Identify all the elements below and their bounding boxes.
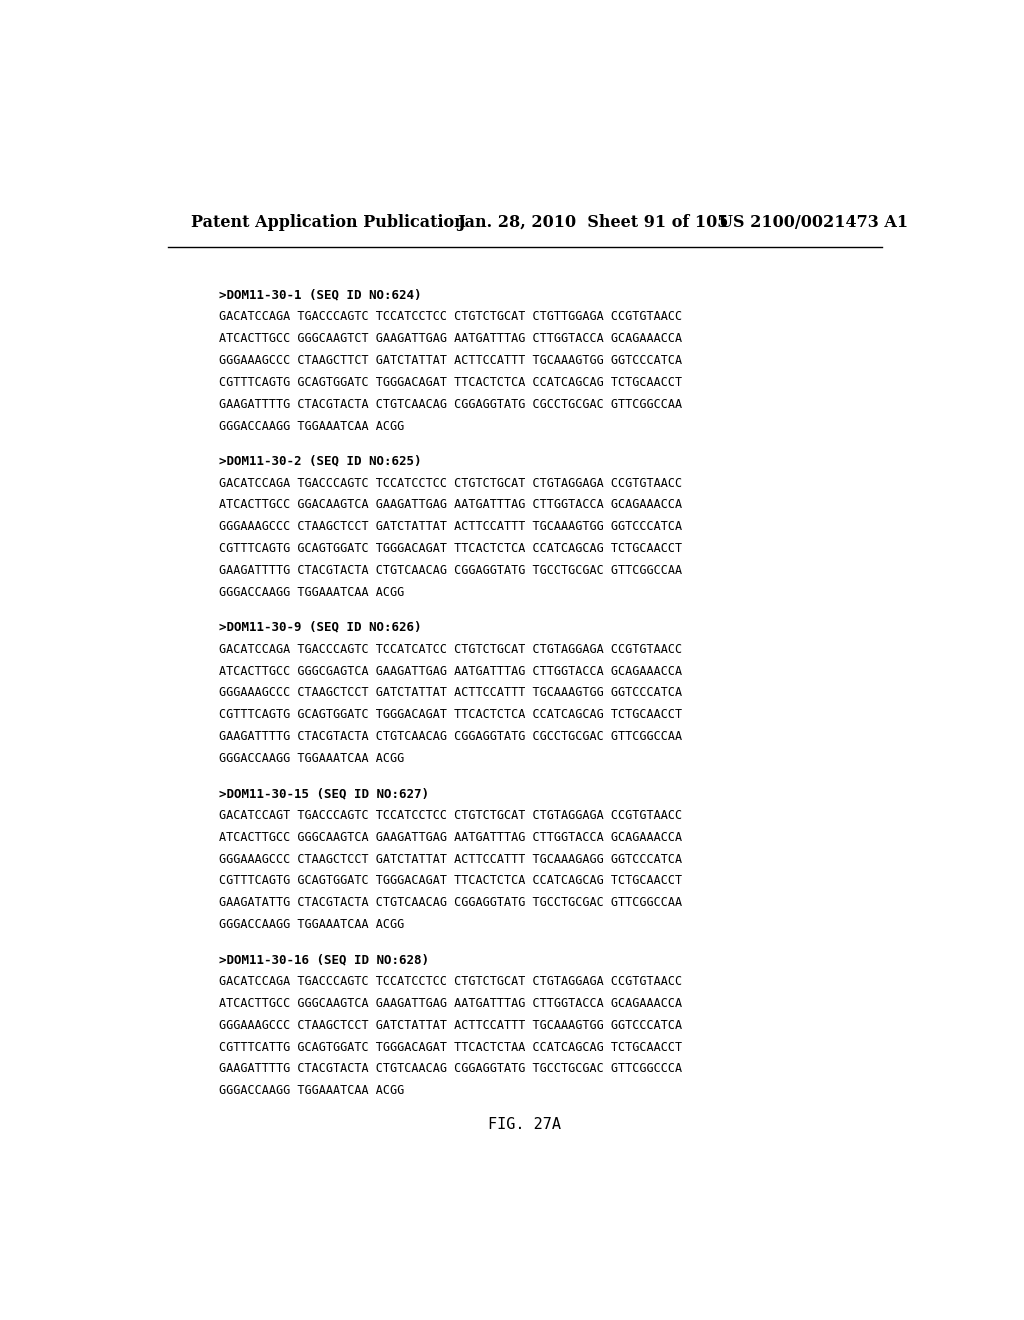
Text: GGGACCAAGG TGGAAATCAA ACGG: GGGACCAAGG TGGAAATCAA ACGG bbox=[219, 1084, 404, 1097]
Text: GAAGATTTTG CTACGTACTA CTGTCAACAG CGGAGGTATG CGCCTGCGAC GTTCGGCCAA: GAAGATTTTG CTACGTACTA CTGTCAACAG CGGAGGT… bbox=[219, 730, 682, 743]
Text: US 2100/0021473 A1: US 2100/0021473 A1 bbox=[719, 214, 908, 231]
Text: ATCACTTGCC GGGCGAGTCA GAAGATTGAG AATGATTTAG CTTGGTACCA GCAGAAACCA: ATCACTTGCC GGGCGAGTCA GAAGATTGAG AATGATT… bbox=[219, 664, 682, 677]
Text: GACATCCAGA TGACCCAGTC TCCATCCTCC CTGTCTGCAT CTGTAGGAGA CCGTGTAACC: GACATCCAGA TGACCCAGTC TCCATCCTCC CTGTCTG… bbox=[219, 975, 682, 989]
Text: GGGAAAGCCC CTAAGCTCCT GATCTATTAT ACTTCCATTT TGCAAAGTGG GGTCCCATCA: GGGAAAGCCC CTAAGCTCCT GATCTATTAT ACTTCCA… bbox=[219, 1019, 682, 1032]
Text: >DOM11-30-2 (SEQ ID NO:625): >DOM11-30-2 (SEQ ID NO:625) bbox=[219, 454, 422, 467]
Text: GAAGATTTTG CTACGTACTA CTGTCAACAG CGGAGGTATG TGCCTGCGAC GTTCGGCCCA: GAAGATTTTG CTACGTACTA CTGTCAACAG CGGAGGT… bbox=[219, 1063, 682, 1076]
Text: >DOM11-30-1 (SEQ ID NO:624): >DOM11-30-1 (SEQ ID NO:624) bbox=[219, 289, 422, 301]
Text: Jan. 28, 2010  Sheet 91 of 105: Jan. 28, 2010 Sheet 91 of 105 bbox=[458, 214, 729, 231]
Text: ATCACTTGCC GGACAAGTCA GAAGATTGAG AATGATTTAG CTTGGTACCA GCAGAAACCA: ATCACTTGCC GGACAAGTCA GAAGATTGAG AATGATT… bbox=[219, 499, 682, 511]
Text: GAAGATTTTG CTACGTACTA CTGTCAACAG CGGAGGTATG TGCCTGCGAC GTTCGGCCAA: GAAGATTTTG CTACGTACTA CTGTCAACAG CGGAGGT… bbox=[219, 564, 682, 577]
Text: GGGAAAGCCC CTAAGCTCCT GATCTATTAT ACTTCCATTT TGCAAAGTGG GGTCCCATCA: GGGAAAGCCC CTAAGCTCCT GATCTATTAT ACTTCCA… bbox=[219, 686, 682, 700]
Text: >DOM11-30-15 (SEQ ID NO:627): >DOM11-30-15 (SEQ ID NO:627) bbox=[219, 787, 429, 800]
Text: CGTTTCAGTG GCAGTGGATC TGGGACAGAT TTCACTCTCA CCATCAGCAG TCTGCAACCT: CGTTTCAGTG GCAGTGGATC TGGGACAGAT TTCACTC… bbox=[219, 874, 682, 887]
Text: Patent Application Publication: Patent Application Publication bbox=[191, 214, 466, 231]
Text: ATCACTTGCC GGGCAAGTCA GAAGATTGAG AATGATTTAG CTTGGTACCA GCAGAAACCA: ATCACTTGCC GGGCAAGTCA GAAGATTGAG AATGATT… bbox=[219, 997, 682, 1010]
Text: >DOM11-30-9 (SEQ ID NO:626): >DOM11-30-9 (SEQ ID NO:626) bbox=[219, 620, 422, 634]
Text: GGGACCAAGG TGGAAATCAA ACGG: GGGACCAAGG TGGAAATCAA ACGG bbox=[219, 752, 404, 766]
Text: GAAGATTTTG CTACGTACTA CTGTCAACAG CGGAGGTATG CGCCTGCGAC GTTCGGCCAA: GAAGATTTTG CTACGTACTA CTGTCAACAG CGGAGGT… bbox=[219, 397, 682, 411]
Text: GAAGATATTG CTACGTACTA CTGTCAACAG CGGAGGTATG TGCCTGCGAC GTTCGGCCAA: GAAGATATTG CTACGTACTA CTGTCAACAG CGGAGGT… bbox=[219, 896, 682, 909]
Text: >DOM11-30-16 (SEQ ID NO:628): >DOM11-30-16 (SEQ ID NO:628) bbox=[219, 953, 429, 966]
Text: CGTTTCAGTG GCAGTGGATC TGGGACAGAT TTCACTCTCA CCATCAGCAG TCTGCAACCT: CGTTTCAGTG GCAGTGGATC TGGGACAGAT TTCACTC… bbox=[219, 543, 682, 556]
Text: CGTTTCATTG GCAGTGGATC TGGGACAGAT TTCACTCTAA CCATCAGCAG TCTGCAACCT: CGTTTCATTG GCAGTGGATC TGGGACAGAT TTCACTC… bbox=[219, 1040, 682, 1053]
Text: GACATCCAGA TGACCCAGTC TCCATCCTCC CTGTCTGCAT CTGTTGGAGA CCGTGTAACC: GACATCCAGA TGACCCAGTC TCCATCCTCC CTGTCTG… bbox=[219, 310, 682, 323]
Text: GACATCCAGA TGACCCAGTC TCCATCATCC CTGTCTGCAT CTGTAGGAGA CCGTGTAACC: GACATCCAGA TGACCCAGTC TCCATCATCC CTGTCTG… bbox=[219, 643, 682, 656]
Text: CGTTTCAGTG GCAGTGGATC TGGGACAGAT TTCACTCTCA CCATCAGCAG TCTGCAACCT: CGTTTCAGTG GCAGTGGATC TGGGACAGAT TTCACTC… bbox=[219, 709, 682, 721]
Text: GGGACCAAGG TGGAAATCAA ACGG: GGGACCAAGG TGGAAATCAA ACGG bbox=[219, 919, 404, 931]
Text: GGGACCAAGG TGGAAATCAA ACGG: GGGACCAAGG TGGAAATCAA ACGG bbox=[219, 420, 404, 433]
Text: ATCACTTGCC GGGCAAGTCA GAAGATTGAG AATGATTTAG CTTGGTACCA GCAGAAACCA: ATCACTTGCC GGGCAAGTCA GAAGATTGAG AATGATT… bbox=[219, 830, 682, 843]
Text: FIG. 27A: FIG. 27A bbox=[488, 1117, 561, 1133]
Text: GGGAAAGCCC CTAAGCTTCT GATCTATTAT ACTTCCATTT TGCAAAGTGG GGTCCCATCA: GGGAAAGCCC CTAAGCTTCT GATCTATTAT ACTTCCA… bbox=[219, 354, 682, 367]
Text: GGGAAAGCCC CTAAGCTCCT GATCTATTAT ACTTCCATTT TGCAAAGAGG GGTCCCATCA: GGGAAAGCCC CTAAGCTCCT GATCTATTAT ACTTCCA… bbox=[219, 853, 682, 866]
Text: GGGAAAGCCC CTAAGCTCCT GATCTATTAT ACTTCCATTT TGCAAAGTGG GGTCCCATCA: GGGAAAGCCC CTAAGCTCCT GATCTATTAT ACTTCCA… bbox=[219, 520, 682, 533]
Text: ATCACTTGCC GGGCAAGTCT GAAGATTGAG AATGATTTAG CTTGGTACCA GCAGAAACCA: ATCACTTGCC GGGCAAGTCT GAAGATTGAG AATGATT… bbox=[219, 333, 682, 346]
Text: GACATCCAGA TGACCCAGTC TCCATCCTCC CTGTCTGCAT CTGTAGGAGA CCGTGTAACC: GACATCCAGA TGACCCAGTC TCCATCCTCC CTGTCTG… bbox=[219, 477, 682, 490]
Text: CGTTTCAGTG GCAGTGGATC TGGGACAGAT TTCACTCTCA CCATCAGCAG TCTGCAACCT: CGTTTCAGTG GCAGTGGATC TGGGACAGAT TTCACTC… bbox=[219, 376, 682, 389]
Text: GACATCCAGT TGACCCAGTC TCCATCCTCC CTGTCTGCAT CTGTAGGAGA CCGTGTAACC: GACATCCAGT TGACCCAGTC TCCATCCTCC CTGTCTG… bbox=[219, 809, 682, 822]
Text: GGGACCAAGG TGGAAATCAA ACGG: GGGACCAAGG TGGAAATCAA ACGG bbox=[219, 586, 404, 599]
